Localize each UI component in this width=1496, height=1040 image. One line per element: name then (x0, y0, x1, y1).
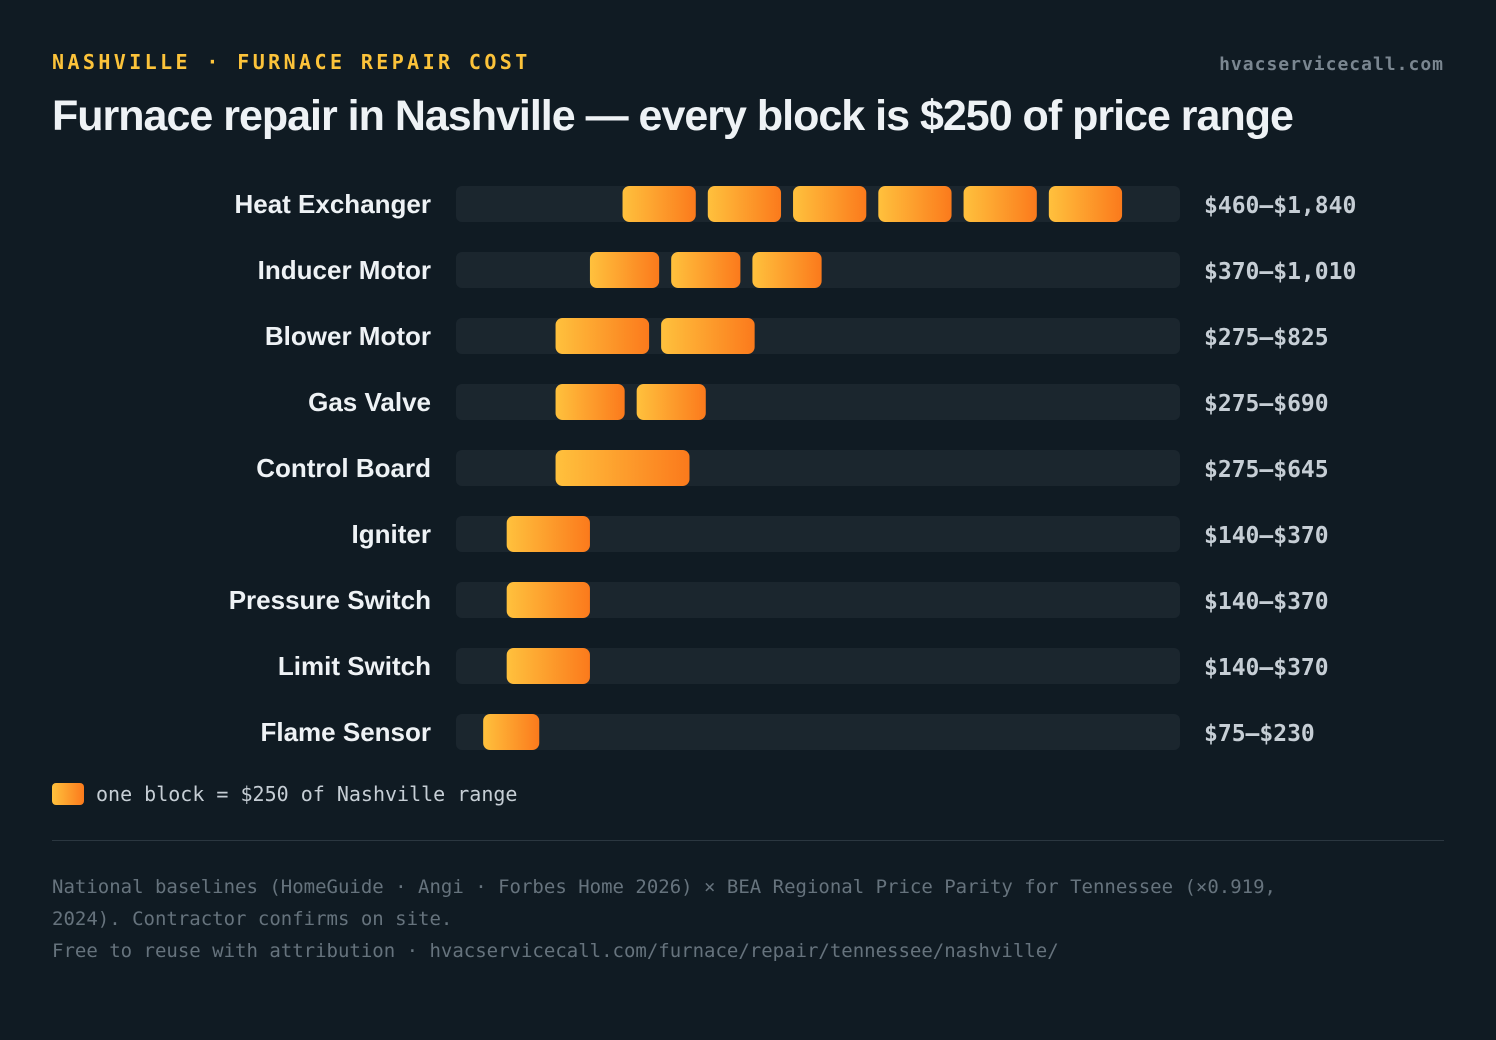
range-value-label: $140–$370 (1204, 589, 1329, 615)
range-value-label: $370–$1,010 (1204, 259, 1356, 285)
chart-row: Flame Sensor $75–$230 (260, 714, 1315, 750)
range-block (661, 318, 755, 354)
category-label: Heat Exchanger (234, 189, 431, 219)
legend-swatch (52, 783, 84, 805)
range-block (963, 186, 1037, 222)
chart-row: Blower Motor $275–$825 (265, 318, 1329, 354)
chart-title: Furnace repair in Nashville — every bloc… (52, 92, 1294, 140)
range-value-label: $460–$1,840 (1204, 193, 1356, 219)
chart-row: Limit Switch $140–$370 (278, 648, 1329, 684)
bar-track (456, 648, 1180, 684)
bar-track (456, 516, 1180, 552)
chart-row: Heat Exchanger $460–$1,840 (234, 186, 1356, 222)
category-label: Pressure Switch (229, 585, 431, 615)
range-value-label: $275–$690 (1204, 391, 1329, 417)
range-block (622, 186, 696, 222)
chart-row: Inducer Motor $370–$1,010 (258, 252, 1356, 288)
range-block (589, 252, 660, 288)
footnote: National baselines (HomeGuide · Angi · F… (52, 871, 1444, 967)
range-block-chart: Heat Exchanger $460–$1,840 Inducer Motor $3… (229, 186, 1356, 750)
chart-row: Igniter $140–$370 (352, 516, 1329, 552)
bar-track (456, 714, 1180, 750)
footnote-line-1: National baselines (HomeGuide · Angi · F… (52, 876, 1276, 898)
footnote-line-2: 2024). Contractor confirms on site. (52, 908, 453, 930)
range-block (793, 186, 867, 222)
legend-label: one block = $250 of Nashville range (96, 782, 518, 806)
category-label: Gas Valve (308, 387, 431, 417)
category-label: Blower Motor (265, 321, 431, 351)
range-value-label: $275–$645 (1204, 457, 1329, 483)
chart-row: Pressure Switch $140–$370 (229, 582, 1329, 618)
range-value-label: $140–$370 (1204, 655, 1329, 681)
range-block (1048, 186, 1123, 222)
range-value-label: $140–$370 (1204, 523, 1329, 549)
range-block (506, 516, 590, 552)
range-block (671, 252, 741, 288)
range-block (483, 714, 540, 750)
range-block (555, 384, 625, 420)
footnote-line-3: Free to reuse with attribution · hvacser… (52, 940, 1059, 962)
range-block (752, 252, 822, 288)
category-label: Flame Sensor (260, 717, 431, 747)
range-block (878, 186, 952, 222)
chart-row: Gas Valve $275–$690 (308, 384, 1329, 420)
chart-row: Control Board $275–$645 (256, 450, 1329, 486)
range-block (555, 450, 690, 486)
category-label: Limit Switch (278, 651, 431, 681)
range-block (636, 384, 706, 420)
site-name: hvacservicecall.com (1219, 54, 1444, 75)
range-block (506, 648, 590, 684)
category-label: Inducer Motor (258, 255, 431, 285)
range-value-label: $275–$825 (1204, 325, 1329, 351)
range-block (506, 582, 590, 618)
range-block (555, 318, 650, 354)
range-value-label: $75–$230 (1204, 721, 1315, 747)
category-label: Control Board (256, 453, 431, 483)
legend: one block = $250 of Nashville range (52, 782, 517, 806)
range-block (707, 186, 782, 222)
category-label: Igniter (352, 519, 431, 549)
chart-eyebrow: NASHVILLE · FURNACE REPAIR COST (52, 50, 531, 74)
bar-track (456, 582, 1180, 618)
divider (52, 840, 1444, 841)
